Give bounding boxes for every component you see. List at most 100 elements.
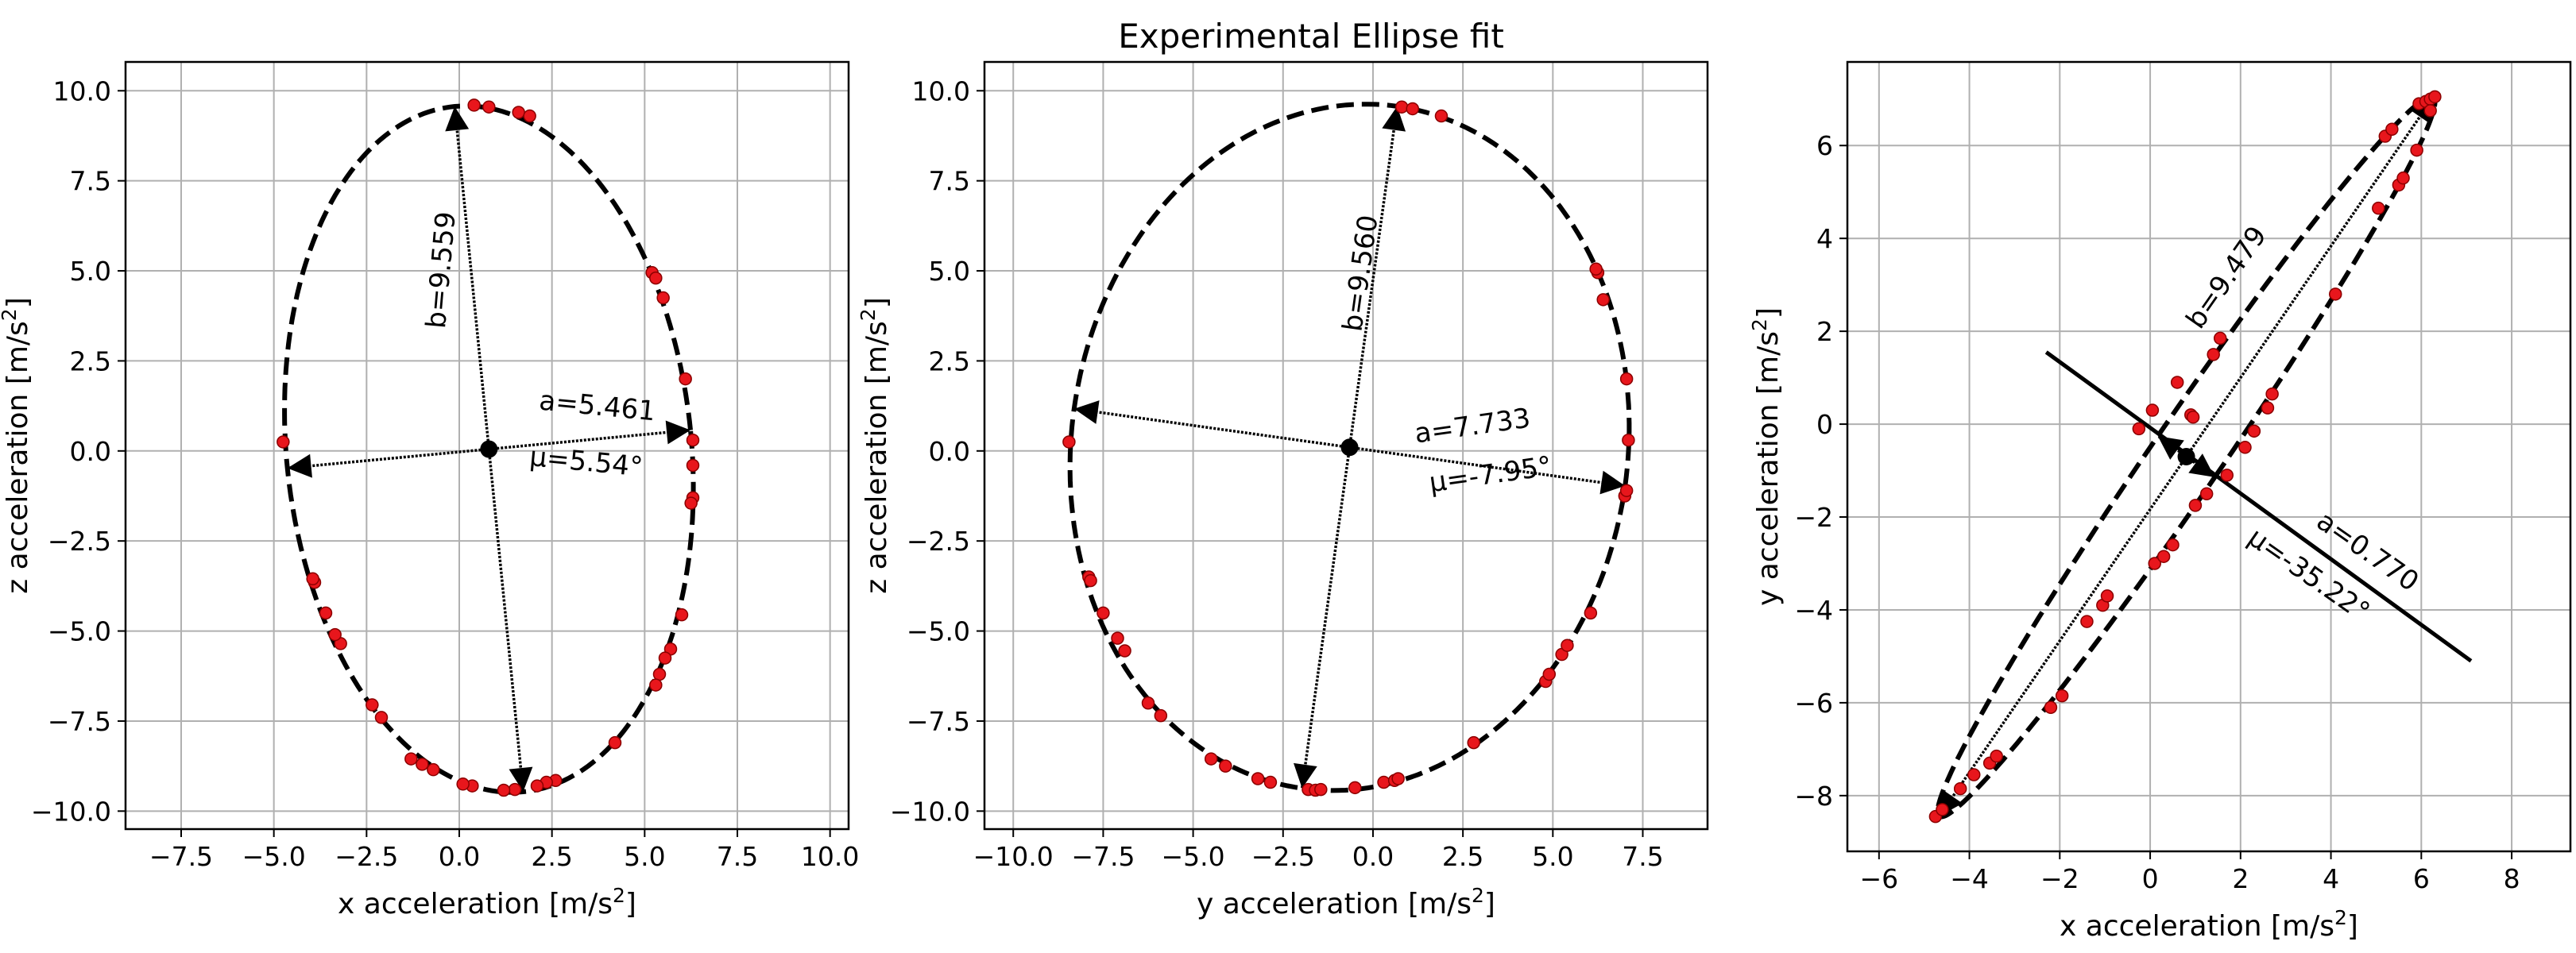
y-axis-label-text: z acceleration [m/s xyxy=(861,321,893,594)
data-point xyxy=(2148,557,2161,570)
x-tick-label: 2.5 xyxy=(1442,841,1483,872)
data-point xyxy=(2261,401,2275,415)
x-axis-label-text: x acceleration [m/s xyxy=(338,888,613,920)
data-point xyxy=(2238,441,2252,454)
data-point xyxy=(404,752,418,766)
data-point xyxy=(1377,775,1390,789)
x-tick-label: 7.5 xyxy=(717,841,758,872)
x-axis-label-close: ] xyxy=(2347,910,2358,943)
data-point xyxy=(1348,781,1362,795)
y-tick-label: −10.0 xyxy=(890,796,970,827)
data-point xyxy=(2207,348,2220,361)
data-point xyxy=(2385,122,2399,137)
y-axis-label-close: ] xyxy=(1752,307,1785,318)
data-point xyxy=(1619,484,1634,497)
x-tick-label: 4 xyxy=(2323,863,2339,894)
y-tick-label: 0 xyxy=(1816,409,1833,440)
x-tick-label: 8 xyxy=(2504,863,2520,894)
x-tick-label: −7.5 xyxy=(1071,841,1135,872)
label-b: b=9.560 xyxy=(1336,213,1384,334)
a-axis-arrow-neg xyxy=(287,447,489,478)
y-tick-label: −7.5 xyxy=(48,706,111,737)
x-axis-label-close: ] xyxy=(625,888,636,920)
x-tick-label: −2.5 xyxy=(335,841,398,872)
data-point xyxy=(649,678,663,692)
data-point xyxy=(1154,708,1168,723)
y-tick-label: −2.5 xyxy=(48,526,111,557)
chart-panels: −7.5 −5.0 −2.5 0.0 2.5 5.0 7.5 10.0 −10.0 −7.5 −5.… xyxy=(0,60,2572,943)
data-point xyxy=(508,782,522,797)
data-point xyxy=(1967,768,1981,781)
data-point xyxy=(2396,171,2410,185)
data-point xyxy=(319,606,333,620)
data-point xyxy=(1204,752,1218,766)
y-tick-label: 10.0 xyxy=(53,75,111,106)
data-point xyxy=(2044,700,2058,714)
b-axis-arrow-pos xyxy=(445,106,491,449)
data-point xyxy=(2428,90,2442,104)
b-axis-arrow-pos xyxy=(1348,106,1406,448)
y-tick-label: 7.5 xyxy=(70,166,111,197)
data-point xyxy=(2166,538,2180,552)
x-tick-label: 6 xyxy=(2413,863,2430,894)
x-tick-label: 5.0 xyxy=(1532,841,1573,872)
data-point xyxy=(482,100,496,114)
y-tick-label: −10.0 xyxy=(31,796,111,827)
chart-panel-2: −10.0 −7.5 −5.0 −2.5 0.0 2.5 5.0 7.5 −10.0 −7.5 −5… xyxy=(857,60,1709,920)
ellipse-center xyxy=(2177,448,2195,465)
x-axis-label-close: ] xyxy=(1484,888,1495,920)
b-axis-arrow-neg xyxy=(487,449,533,793)
data-point xyxy=(2188,499,2203,512)
data-point xyxy=(2055,689,2069,703)
data-point xyxy=(2080,615,2094,628)
data-point xyxy=(608,735,622,750)
data-point xyxy=(1111,631,1124,645)
x-tick-label: 0.0 xyxy=(1352,841,1394,872)
y-axis-label-sup: 2 xyxy=(0,308,21,321)
a-axis-arrow-pos xyxy=(1349,446,1626,495)
y-tick-label: −2 xyxy=(1794,502,1833,533)
data-point xyxy=(1434,109,1449,123)
data-point xyxy=(675,608,689,622)
y-tick-label: −2.5 xyxy=(907,526,970,557)
data-point xyxy=(306,572,319,586)
data-point xyxy=(1084,573,1097,588)
data-point xyxy=(2329,287,2342,301)
data-point xyxy=(456,777,470,791)
data-point xyxy=(1561,639,1574,652)
data-point xyxy=(1118,644,1131,658)
data-point xyxy=(328,627,342,642)
data-point xyxy=(2372,201,2385,215)
x-axis-label: x acceleration [m/s2] xyxy=(2060,906,2358,943)
data-point xyxy=(656,291,670,305)
y-axis-label-close: ] xyxy=(861,297,893,308)
y-tick-label: −8 xyxy=(1794,781,1833,812)
y-tick-label: 2 xyxy=(1816,316,1833,347)
axes-frame xyxy=(124,60,850,831)
y-tick-label: 0.0 xyxy=(929,436,970,467)
minor-axis-line xyxy=(2044,350,2473,663)
data-point xyxy=(1251,772,1265,785)
b-axis-arrow-neg xyxy=(1294,447,1352,789)
x-tick-label: −5.0 xyxy=(242,841,306,872)
x-axis-label: x acceleration [m/s2] xyxy=(338,884,636,920)
label-a: a=7.733 xyxy=(1413,402,1533,449)
data-point xyxy=(1062,435,1076,449)
y-tick-label: 5.0 xyxy=(70,256,111,287)
data-point xyxy=(1391,772,1405,785)
x-tick-label: 7.5 xyxy=(1622,841,1663,872)
data-point xyxy=(530,779,544,793)
data-point xyxy=(2220,469,2234,482)
data-point xyxy=(652,667,667,681)
x-axis-label: y acceleration [m/s2] xyxy=(1197,884,1495,920)
data-point xyxy=(686,433,700,447)
x-tick-label: −7.5 xyxy=(149,841,213,872)
x-tick-label: −2.5 xyxy=(1251,841,1315,872)
data-point xyxy=(467,98,481,112)
x-axis-label-text: x acceleration [m/s xyxy=(2060,910,2334,943)
chart-panel-1: −7.5 −5.0 −2.5 0.0 2.5 5.0 7.5 10.0 −10.0 −7.5 −5.… xyxy=(0,60,859,920)
x-tick-label: 2.5 xyxy=(531,841,572,872)
figure-title: Experimental Ellipse fit xyxy=(1118,17,1504,56)
